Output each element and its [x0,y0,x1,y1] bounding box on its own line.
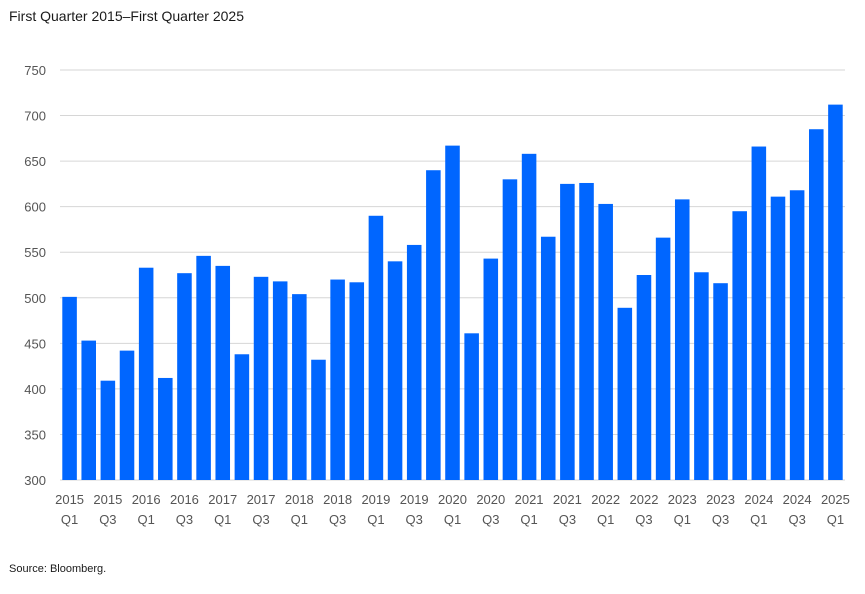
x-tick-quarter: Q3 [788,512,805,527]
x-tick-year: 2020 [476,492,505,507]
x-tick-year: 2016 [132,492,161,507]
y-tick-label: 400 [24,382,46,397]
bar [272,281,288,480]
x-tick-quarter: Q3 [482,512,499,527]
bar [445,145,460,480]
bar [636,275,652,480]
bar [311,359,326,480]
bar [158,377,173,480]
chart-subtitle: First Quarter 2015–First Quarter 2025 [9,8,244,24]
y-tick-label: 550 [24,245,46,260]
y-tick-label: 700 [24,109,46,124]
y-tick-label: 600 [24,200,46,215]
x-tick-year: 2016 [170,492,199,507]
x-tick-quarter: Q3 [559,512,576,527]
bar [770,196,786,480]
x-tick-year: 2019 [400,492,429,507]
bar [732,211,747,480]
x-tick-quarter: Q3 [329,512,346,527]
bar [292,294,307,480]
bar [579,182,594,480]
x-tick-year: 2022 [591,492,620,507]
bar [368,215,384,480]
bar [655,237,671,480]
x-tick-year: 2018 [285,492,314,507]
x-tick-quarter: Q1 [61,512,78,527]
bar [560,183,575,480]
x-tick-year: 2025 [821,492,850,507]
x-tick-quarter: Q1 [367,512,384,527]
y-tick-label: 350 [24,427,46,442]
y-tick-label: 750 [24,63,46,78]
bar [464,333,479,480]
y-tick-label: 500 [24,291,46,306]
x-tick-year: 2017 [247,492,276,507]
x-tick-quarter: Q3 [252,512,269,527]
bar [253,276,269,480]
bar [828,104,843,480]
x-tick-quarter: Q3 [635,512,652,527]
x-tick-quarter: Q1 [214,512,231,527]
bar [100,380,116,480]
y-tick-label: 300 [24,473,46,488]
bar [789,190,805,480]
x-tick-quarter: Q1 [520,512,537,527]
bar [177,273,192,480]
x-tick-year: 2024 [783,492,812,507]
bar [406,244,422,480]
bar [483,258,499,480]
bar [62,296,77,480]
bar [694,272,709,480]
x-tick-year: 2021 [515,492,544,507]
bars [62,104,843,481]
x-tick-year: 2020 [438,492,467,507]
bar [674,199,690,480]
bar [540,236,556,480]
bar [809,129,824,480]
x-axis-labels: 2015 Q1 2015 Q3 2016 Q1 2016 Q3 2017 Q1 2017 Q3 2018… [55,492,850,527]
x-tick-year: 2019 [361,492,390,507]
x-tick-quarter: Q3 [99,512,116,527]
x-tick-year: 2015 [93,492,122,507]
bar [330,279,345,480]
bar [426,170,441,480]
x-tick-year: 2018 [323,492,352,507]
bar [751,146,767,481]
bar [521,153,537,481]
x-tick-quarter: Q1 [444,512,461,527]
bar [138,267,154,480]
bar [81,340,96,480]
source-note: Source: Bloomberg. [9,563,107,575]
bar [215,265,231,480]
y-tick-label: 650 [24,154,46,169]
bar [617,307,633,480]
x-tick-quarter: Q1 [674,512,691,527]
x-tick-quarter: Q3 [406,512,423,527]
x-tick-quarter: Q1 [291,512,308,527]
x-tick-year: 2022 [630,492,659,507]
x-tick-quarter: Q1 [597,512,614,527]
x-tick-year: 2023 [706,492,735,507]
bar [234,354,250,480]
bar [502,179,518,481]
y-axis-labels: 300 350 400 450 500 550 600 650 700 750 [24,63,46,488]
bar [196,255,211,480]
x-tick-year: 2021 [553,492,582,507]
x-tick-year: 2023 [668,492,697,507]
bar [387,261,403,480]
x-tick-quarter: Q3 [176,512,193,527]
bar [713,283,728,480]
x-tick-year: 2024 [744,492,773,507]
bar [598,203,613,480]
x-tick-year: 2015 [55,492,84,507]
bar [349,282,365,480]
x-tick-quarter: Q3 [712,512,729,527]
x-tick-quarter: Q1 [137,512,154,527]
x-tick-year: 2017 [208,492,237,507]
bar [119,350,135,480]
x-tick-quarter: Q1 [827,512,844,527]
x-tick-quarter: Q1 [750,512,767,527]
y-tick-label: 450 [24,336,46,351]
